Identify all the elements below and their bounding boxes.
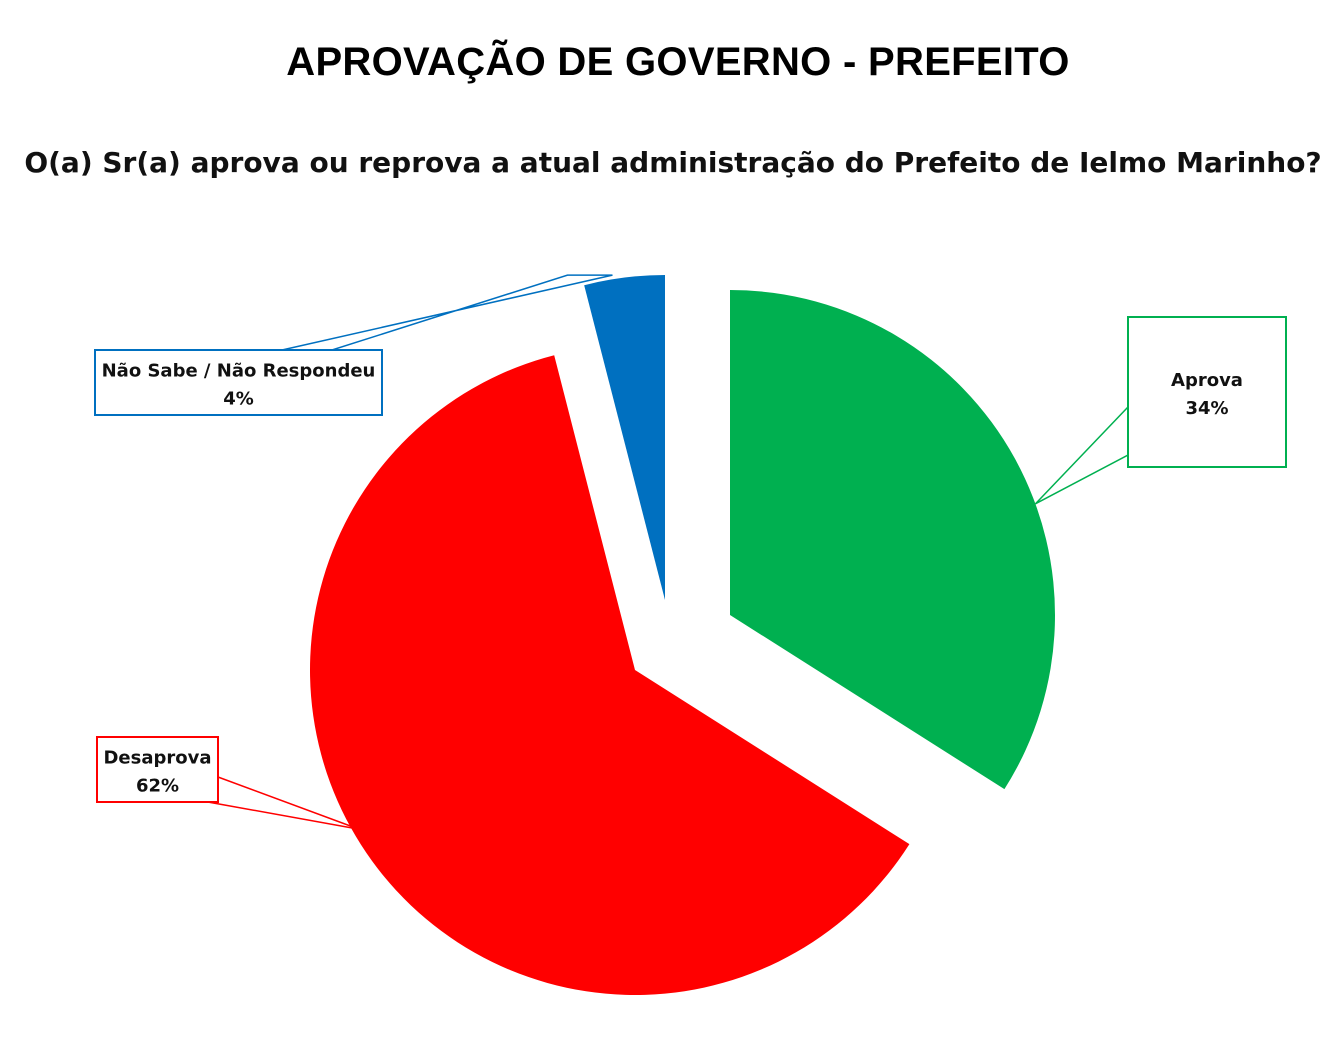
slice-label-value: 4% <box>223 389 254 410</box>
slice-label-name: Não Sabe / Não Respondeu <box>102 361 376 382</box>
slice-label-value: 62% <box>136 776 179 797</box>
chart-subtitle: O(a) Sr(a) aprova ou reprova a atual adm… <box>24 146 1322 179</box>
slice-label-name: Desaprova <box>103 748 211 769</box>
leader-line-2 <box>281 274 613 351</box>
data-label-box <box>96 736 219 803</box>
data-label-box <box>1127 316 1287 468</box>
slice-label-name: Aprova <box>1171 370 1243 391</box>
pie-slice-desaprova <box>309 355 910 996</box>
chart-title: APROVAÇÃO DE GOVERNO - PREFEITO <box>286 40 1070 84</box>
slice-labels: Aprova 34% Desaprova 62% Não Sabe / Não Resp… <box>94 274 1287 830</box>
data-label-box <box>94 349 383 416</box>
pie-slice-aprova <box>730 290 1055 790</box>
slice-label-value: 34% <box>1185 398 1228 419</box>
pie-slices <box>309 275 1055 996</box>
pie-slice-n-o-sabe-n-o-respondeu <box>584 275 665 600</box>
leader-line-0 <box>1034 405 1129 505</box>
